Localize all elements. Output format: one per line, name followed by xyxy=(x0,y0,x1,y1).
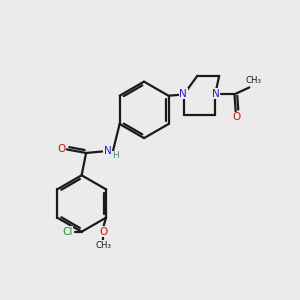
Text: N: N xyxy=(179,89,187,99)
Text: O: O xyxy=(57,144,66,154)
Text: O: O xyxy=(99,226,107,237)
Text: CH₃: CH₃ xyxy=(95,241,111,250)
Text: CH₃: CH₃ xyxy=(245,76,261,85)
Text: H: H xyxy=(112,152,119,160)
Text: N: N xyxy=(103,146,111,157)
Text: Cl: Cl xyxy=(62,227,73,237)
Text: N: N xyxy=(212,89,220,99)
Text: O: O xyxy=(232,112,240,122)
